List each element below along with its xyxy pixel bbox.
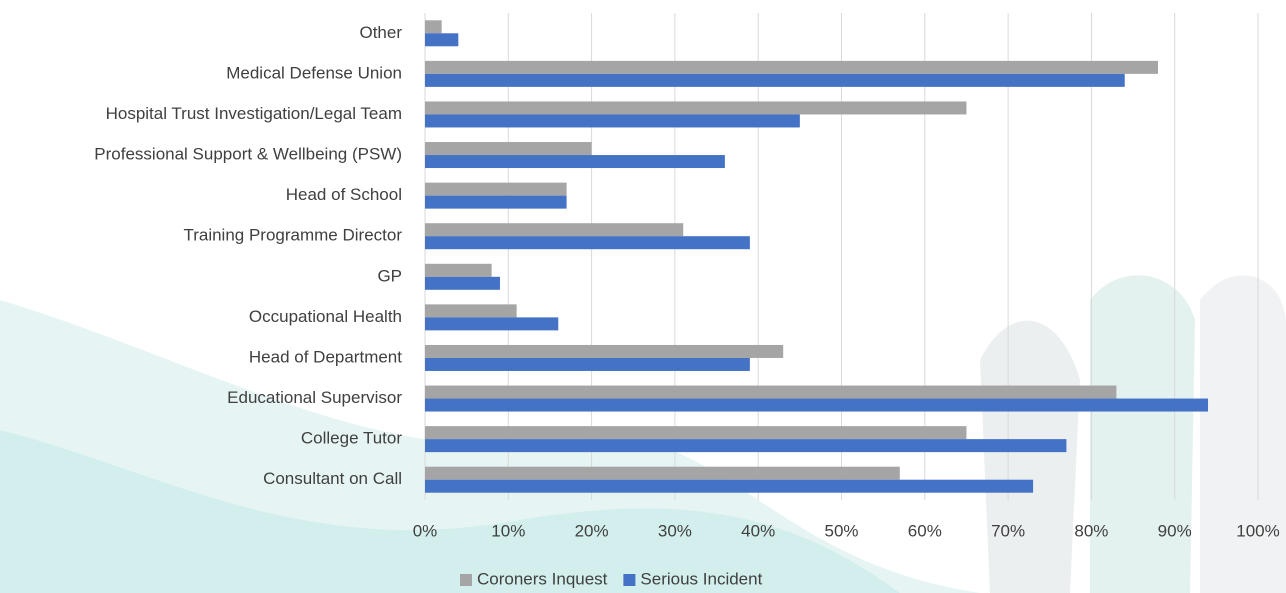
y-tick-label: Other (359, 23, 402, 42)
figure (1200, 275, 1286, 593)
chart: 0% 10% 20% 30% 40% 50% 60% 70% 80% 90% 100% Other Me… (0, 0, 1286, 593)
y-tick-label: Educational Supervisor (227, 388, 402, 407)
x-tick-label: 60% (908, 521, 942, 540)
legend-label: Coroners Inquest (477, 569, 608, 588)
y-tick-label: Consultant on Call (263, 469, 402, 488)
y-tick-label: College Tutor (301, 429, 402, 448)
bar (425, 114, 800, 127)
bar (425, 345, 783, 358)
x-tick-label: 0% (413, 521, 438, 540)
y-tick-label: GP (377, 266, 402, 285)
bar (425, 480, 1033, 493)
figure (980, 321, 1080, 593)
legend-swatch (623, 574, 635, 586)
bar (425, 155, 725, 168)
bar (425, 33, 458, 46)
x-tick-label: 90% (1158, 521, 1192, 540)
y-tick-label: Head of Department (249, 347, 402, 366)
y-tick-label: Training Programme Director (183, 226, 402, 245)
x-tick-label: 50% (824, 521, 858, 540)
bar (425, 74, 1125, 87)
legend-swatch (460, 574, 472, 586)
bar (425, 264, 492, 277)
bar (425, 101, 966, 114)
bar (425, 358, 750, 371)
x-tick-label: 40% (741, 521, 775, 540)
bar (425, 223, 683, 236)
bar (425, 304, 517, 317)
bar (425, 196, 567, 209)
bar (425, 439, 1066, 452)
y-tick-label: Head of School (286, 185, 402, 204)
x-tick-label: 20% (575, 521, 609, 540)
y-tick-label: Medical Defense Union (226, 63, 402, 82)
bar (425, 386, 1116, 399)
bar (425, 277, 500, 290)
y-tick-label: Occupational Health (249, 307, 402, 326)
y-tick-label: Hospital Trust Investigation/Legal Team (106, 104, 402, 123)
bar (425, 317, 558, 330)
bar (425, 183, 567, 196)
bar (425, 426, 966, 439)
bar (425, 142, 592, 155)
x-tick-label: 30% (658, 521, 692, 540)
bar (425, 467, 900, 480)
x-tick-label: 10% (491, 521, 525, 540)
x-tick-label: 80% (1074, 521, 1108, 540)
y-tick-label: Professional Support & Wellbeing (PSW) (94, 145, 402, 164)
figure (1090, 275, 1195, 593)
legend-label: Serious Incident (640, 569, 762, 588)
bar (425, 61, 1158, 74)
x-tick-label: 100% (1236, 521, 1279, 540)
bar (425, 236, 750, 249)
bar (425, 20, 442, 33)
bar (425, 399, 1208, 412)
x-tick-label: 70% (991, 521, 1025, 540)
